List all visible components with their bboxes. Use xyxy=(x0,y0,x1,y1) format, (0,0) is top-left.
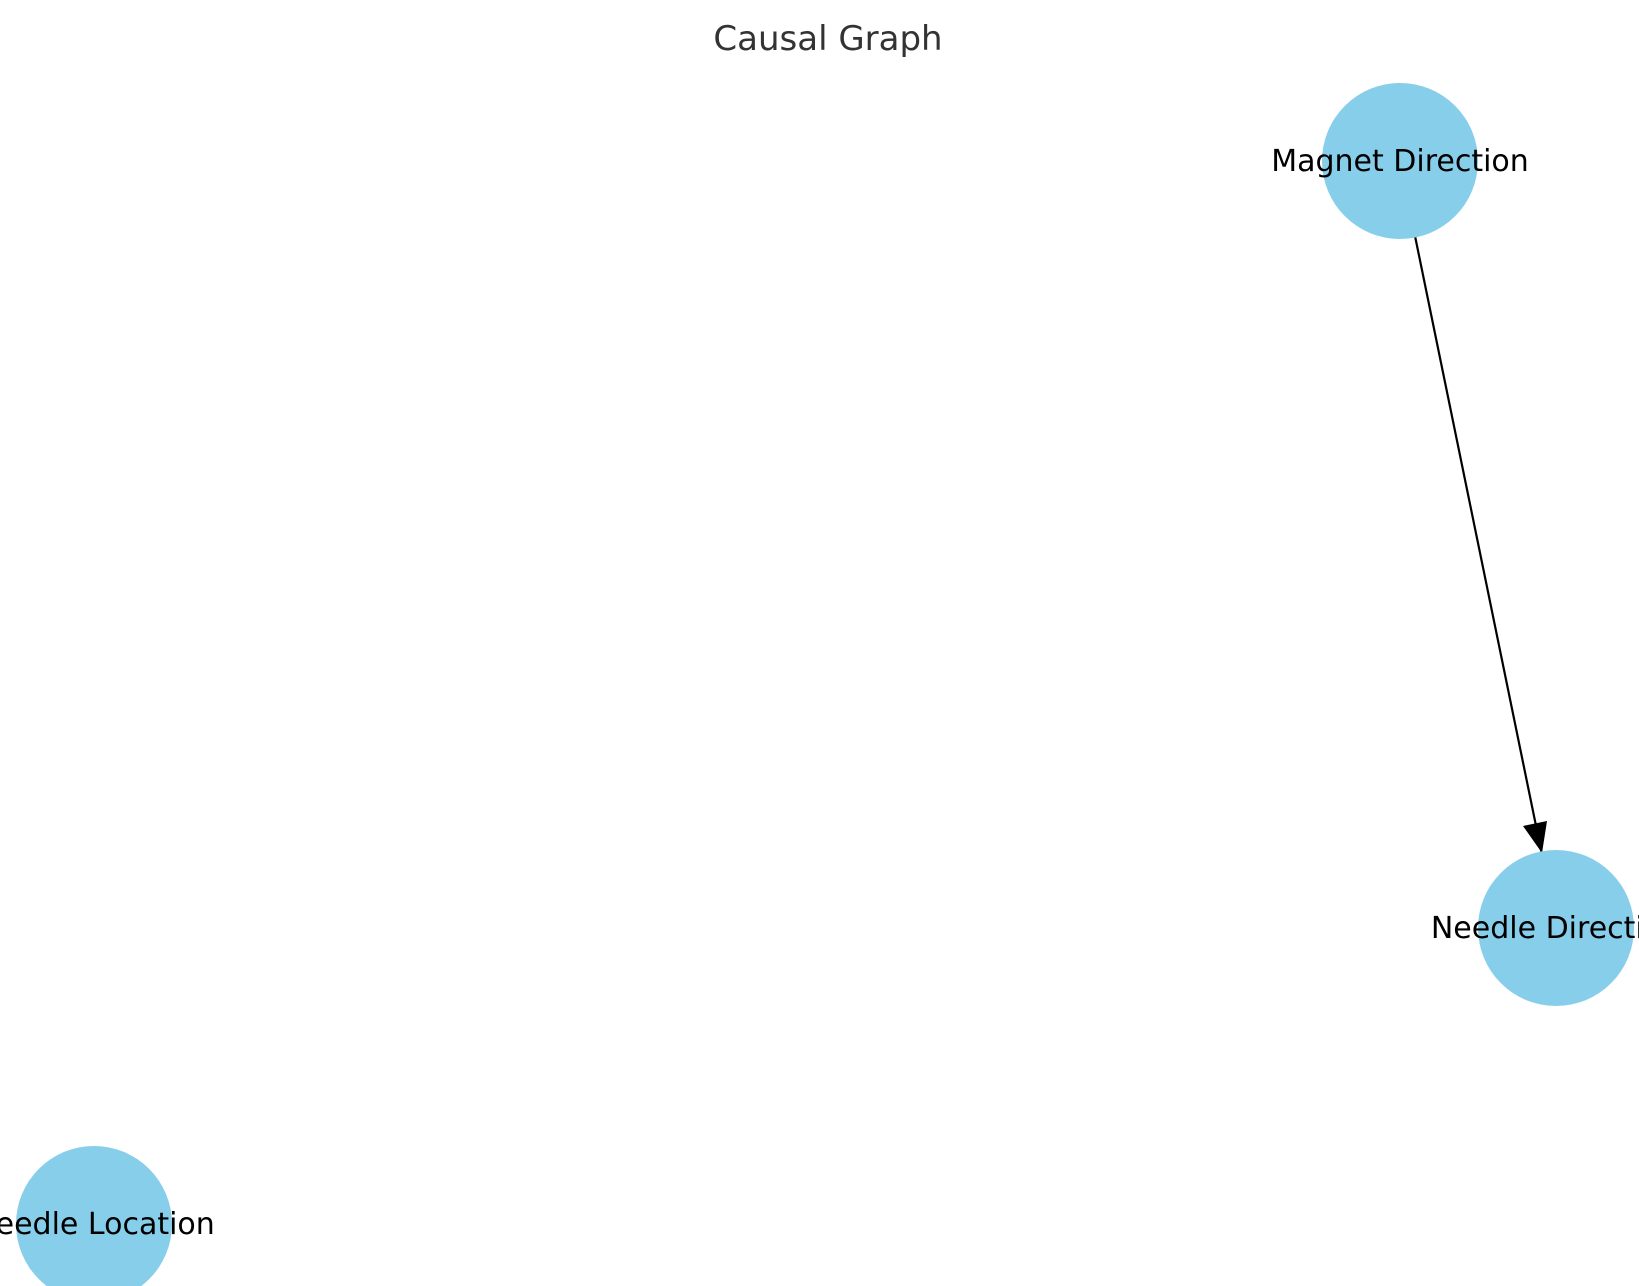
node-label: Needle Location xyxy=(0,1207,215,1242)
node-needle-location: Needle Location xyxy=(0,1146,215,1286)
edges-layer xyxy=(1413,235,1547,856)
node-circle xyxy=(16,1146,172,1286)
nodes-layer: Magnet Direction Needle Direction Needle… xyxy=(0,83,1639,1286)
graph-title: Causal Graph xyxy=(713,19,942,59)
node-label: Magnet Direction xyxy=(1271,144,1529,179)
node-label: Needle Direction xyxy=(1431,911,1639,946)
edge-magnet-direction-to-needle-direction xyxy=(1413,235,1544,856)
node-circle xyxy=(1478,850,1634,1006)
node-needle-direction: Needle Direction xyxy=(1431,850,1639,1006)
node-magnet-direction: Magnet Direction xyxy=(1271,83,1529,239)
node-circle xyxy=(1322,83,1478,239)
edge-arrowhead xyxy=(1523,821,1547,853)
